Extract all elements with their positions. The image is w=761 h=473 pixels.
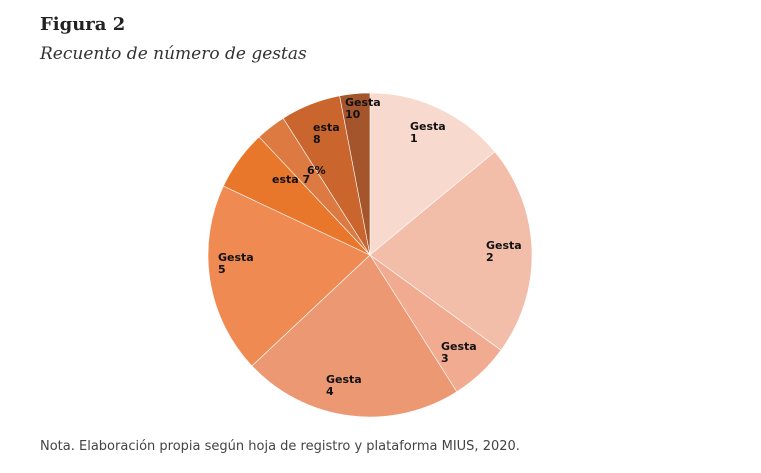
slice-label: Gesta 2 <box>486 239 522 264</box>
figure-title: Recuento de número de gestas <box>40 44 307 64</box>
slice-label: esta 7 <box>272 173 310 186</box>
slice-label: Gesta 10 <box>345 96 381 121</box>
pie-slice <box>369 92 496 256</box>
slice-label: Gesta 3 <box>441 340 477 365</box>
slice-label: Gesta 1 <box>410 120 446 145</box>
pie-slice <box>251 254 458 418</box>
pie-slice <box>207 185 371 367</box>
slice-label: Gesta 4 <box>326 373 362 398</box>
figure-note: Nota. Elaboración propia según hoja de r… <box>40 439 520 454</box>
pie-slice <box>369 151 533 351</box>
slice-label: 6% <box>307 164 326 177</box>
pie-slice <box>339 92 371 256</box>
slice-label: esta 8 <box>313 121 340 146</box>
figure-label: Figura 2 <box>40 14 126 35</box>
slice-label: Gesta 5 <box>218 251 254 276</box>
